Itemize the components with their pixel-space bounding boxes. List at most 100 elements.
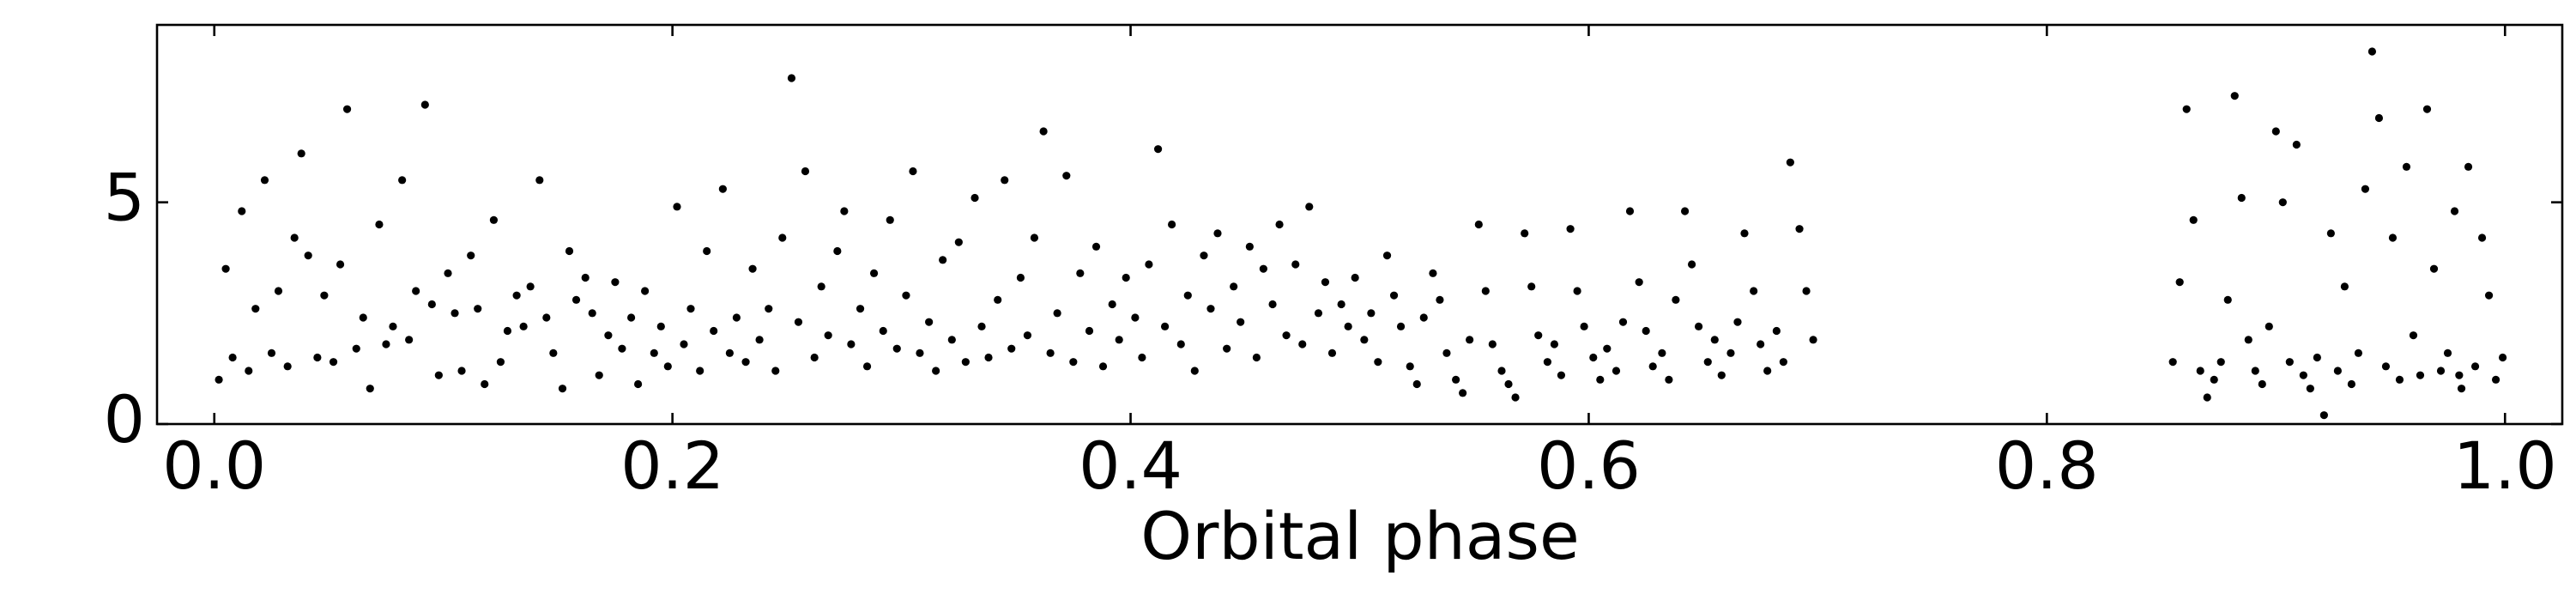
data-point bbox=[1268, 300, 1277, 309]
data-point bbox=[1351, 273, 1359, 282]
data-point bbox=[1429, 269, 1437, 277]
data-point bbox=[1406, 362, 1414, 371]
data-point bbox=[1474, 220, 1483, 229]
data-point bbox=[427, 300, 436, 309]
data-point bbox=[2374, 113, 2384, 123]
data-point bbox=[892, 344, 901, 353]
data-point bbox=[680, 340, 688, 348]
data-point bbox=[755, 336, 764, 344]
data-point bbox=[1321, 278, 1330, 287]
data-point bbox=[450, 309, 459, 318]
data-point bbox=[1145, 260, 1153, 269]
data-point bbox=[1069, 358, 1078, 367]
data-point bbox=[794, 318, 803, 326]
data-point bbox=[1694, 322, 1703, 330]
data-point bbox=[1098, 362, 1108, 371]
data-point bbox=[2237, 193, 2246, 203]
data-point bbox=[2361, 185, 2370, 193]
data-point bbox=[1635, 278, 1643, 287]
data-point bbox=[1757, 340, 1765, 348]
data-point bbox=[526, 282, 535, 291]
data-point bbox=[1259, 264, 1267, 273]
x-tick-label: 0.2 bbox=[620, 427, 724, 504]
data-point bbox=[765, 305, 773, 313]
data-point bbox=[1481, 287, 1490, 295]
data-point bbox=[588, 309, 596, 318]
data-point bbox=[1213, 229, 1222, 238]
data-point bbox=[1527, 282, 1536, 291]
data-point bbox=[748, 264, 757, 273]
data-point bbox=[481, 379, 489, 389]
data-point bbox=[725, 348, 734, 357]
data-point bbox=[412, 287, 420, 295]
data-point bbox=[1750, 287, 1758, 295]
data-point bbox=[1344, 322, 1352, 330]
data-point bbox=[718, 185, 727, 193]
data-point bbox=[389, 322, 397, 330]
data-point bbox=[2484, 291, 2494, 300]
data-point bbox=[444, 269, 452, 277]
data-point bbox=[571, 295, 581, 304]
data-point bbox=[703, 246, 711, 256]
data-point bbox=[2196, 367, 2204, 375]
data-point bbox=[420, 100, 429, 109]
data-point bbox=[1710, 336, 1719, 344]
data-point bbox=[320, 291, 329, 300]
data-point bbox=[1596, 375, 1605, 384]
data-point bbox=[2210, 375, 2218, 384]
data-point bbox=[1085, 326, 1094, 336]
data-point bbox=[862, 362, 872, 371]
data-point bbox=[2491, 375, 2500, 384]
data-point bbox=[2498, 353, 2507, 362]
data-point bbox=[801, 167, 810, 176]
data-point bbox=[2477, 233, 2487, 242]
data-point bbox=[2182, 105, 2191, 113]
data-point bbox=[833, 246, 842, 256]
data-point bbox=[847, 340, 856, 348]
data-point bbox=[939, 256, 947, 264]
x-tick-label: 1.0 bbox=[2453, 427, 2557, 504]
data-point bbox=[2313, 353, 2321, 362]
data-point bbox=[1779, 358, 1787, 367]
data-point bbox=[656, 322, 665, 330]
data-point bbox=[840, 207, 849, 215]
data-point bbox=[1305, 203, 1314, 211]
data-point bbox=[2244, 336, 2252, 344]
data-point bbox=[879, 326, 887, 336]
data-point bbox=[1625, 207, 1635, 215]
data-point bbox=[503, 326, 512, 336]
data-point bbox=[1367, 309, 1376, 318]
data-point bbox=[1131, 313, 1140, 322]
data-point bbox=[634, 379, 643, 389]
data-point bbox=[1733, 318, 1742, 326]
data-point bbox=[1223, 344, 1231, 353]
data-point bbox=[304, 252, 312, 260]
data-point bbox=[2395, 375, 2404, 384]
data-point bbox=[2203, 393, 2211, 402]
data-point bbox=[329, 358, 338, 367]
data-point bbox=[604, 331, 613, 340]
data-point bbox=[245, 367, 253, 375]
data-point bbox=[251, 305, 260, 313]
data-point bbox=[2292, 140, 2301, 149]
data-point bbox=[1580, 322, 1588, 330]
data-point bbox=[1337, 300, 1345, 309]
data-point bbox=[810, 353, 819, 362]
data-point bbox=[1176, 340, 1185, 348]
data-point bbox=[1115, 336, 1123, 344]
data-point bbox=[512, 291, 521, 300]
data-point bbox=[2429, 264, 2439, 273]
data-point bbox=[1007, 344, 1016, 353]
data-point bbox=[771, 367, 780, 375]
data-point bbox=[1206, 305, 1215, 313]
data-point bbox=[909, 167, 917, 176]
data-point bbox=[457, 367, 466, 375]
data-point bbox=[496, 358, 505, 367]
data-point bbox=[2333, 367, 2342, 375]
data-point bbox=[1589, 353, 1598, 362]
data-point bbox=[1534, 331, 1543, 340]
data-point bbox=[2306, 385, 2314, 393]
data-point bbox=[215, 375, 223, 384]
data-point bbox=[2450, 207, 2459, 215]
data-point bbox=[1521, 229, 1529, 238]
